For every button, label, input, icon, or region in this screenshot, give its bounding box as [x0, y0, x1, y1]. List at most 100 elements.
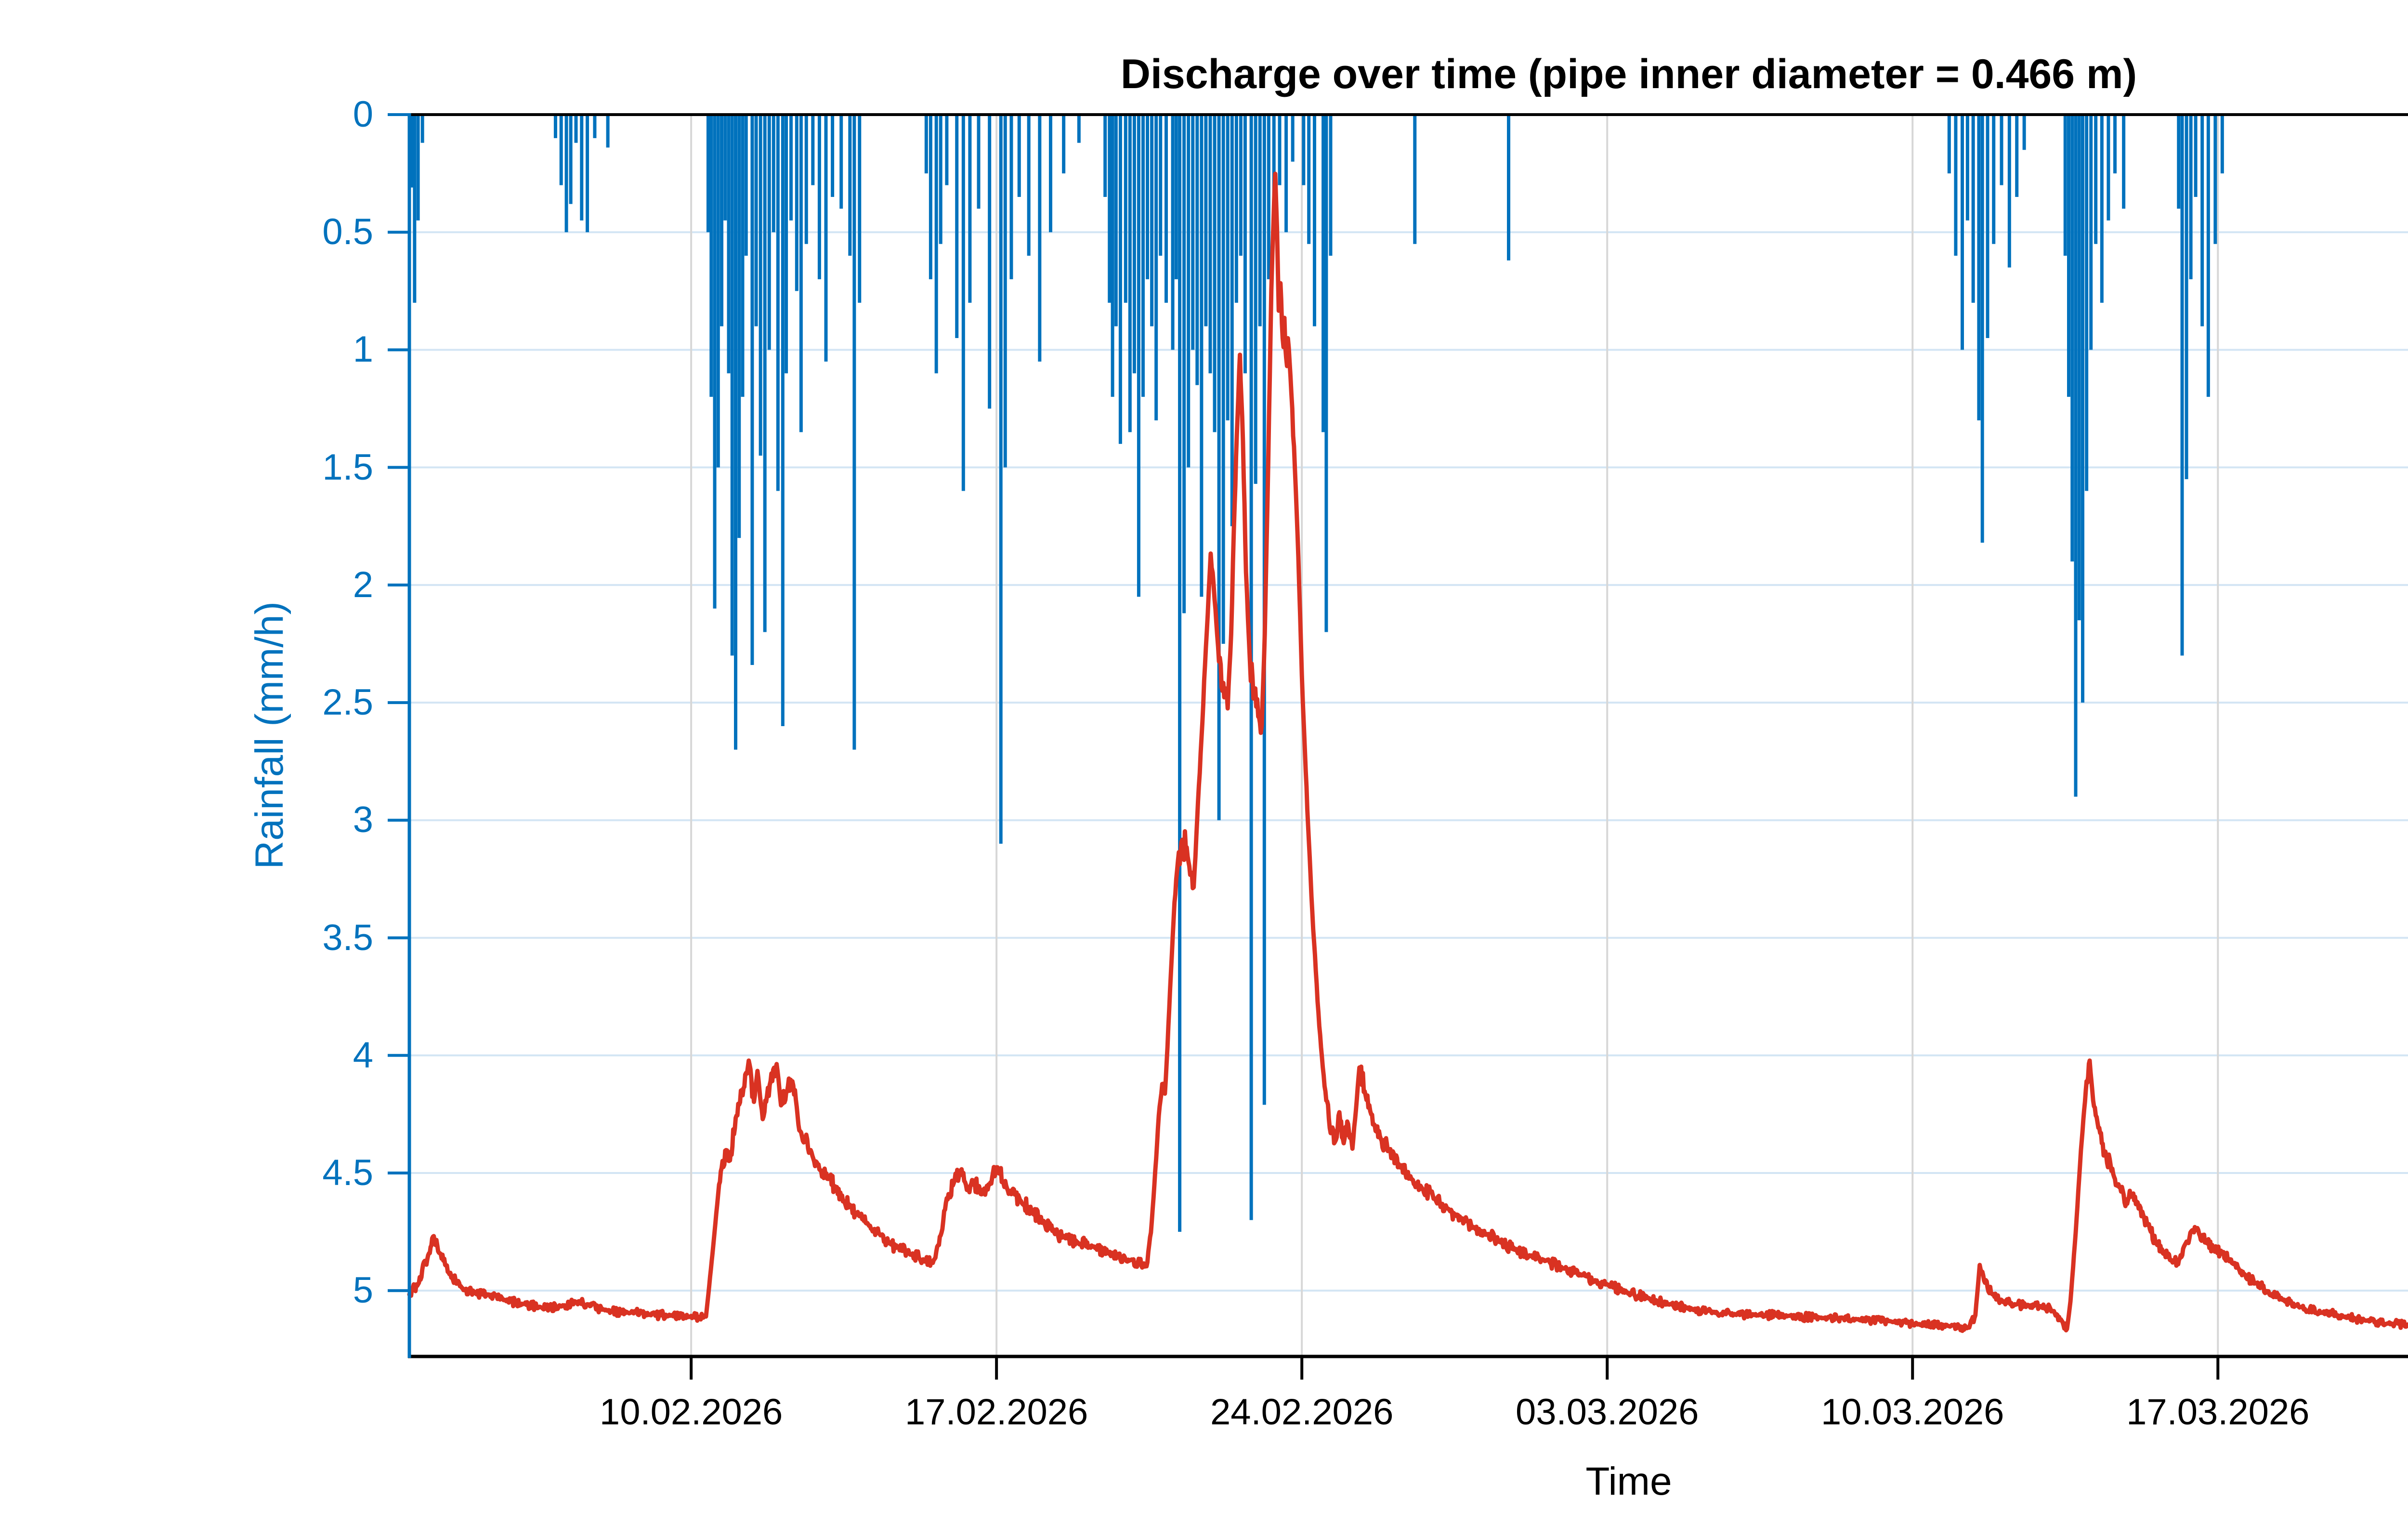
- rainfall-bar: [811, 115, 815, 185]
- left-tick-label: 2: [353, 564, 373, 605]
- rainfall-bar: [795, 115, 798, 291]
- rainfall-bar: [2200, 115, 2204, 326]
- rainfall-bar: [1103, 115, 1107, 197]
- rainfall-bar: [839, 115, 843, 209]
- left-tick-label: 3.5: [322, 917, 373, 958]
- rainfall-bar: [2007, 115, 2011, 268]
- left-tick-label: 0.5: [322, 211, 373, 253]
- rainfall-bar: [1009, 115, 1013, 279]
- rainfall-bar: [1171, 115, 1175, 350]
- rainfall-bar: [1329, 115, 1333, 256]
- rainfall-bar: [1965, 115, 1969, 221]
- rainfall-bar: [1204, 115, 1208, 326]
- rainfall-bar: [1254, 115, 1257, 484]
- rainfall-bar: [763, 115, 767, 632]
- chart-title: Discharge over time (pipe inner diameter…: [1120, 51, 2137, 97]
- rainfall-bar: [750, 115, 754, 665]
- rainfall-bar: [2089, 115, 2093, 350]
- rainfall-bar: [1048, 115, 1052, 233]
- rainfall-bar: [593, 115, 597, 138]
- rainfall-bar: [1322, 115, 1325, 432]
- rainfall-bar: [727, 115, 731, 374]
- rainfall-bar: [988, 115, 992, 409]
- rainfall-bar: [817, 115, 821, 279]
- rainfall-bar: [924, 115, 928, 174]
- rainfall-bar: [2067, 115, 2071, 397]
- rainfall-bar: [1291, 115, 1295, 162]
- rainfall-bar: [2220, 115, 2224, 174]
- rainfall-bar: [2074, 115, 2078, 797]
- rainfall-bar: [1146, 115, 1150, 279]
- rainfall-bar: [776, 115, 780, 491]
- rainfall-bar: [574, 115, 578, 143]
- rainfall-bar: [1111, 115, 1114, 397]
- x-axis-label: Time: [1585, 1460, 1672, 1503]
- rainfall-bar: [831, 115, 835, 197]
- rainfall-bar: [799, 115, 803, 432]
- left-tick-label: 4: [353, 1034, 373, 1076]
- rainfall-bar: [741, 115, 745, 397]
- rainfall-bar: [2063, 115, 2067, 256]
- rainfall-bar: [772, 115, 775, 233]
- rainfall-bar: [564, 115, 568, 233]
- rainfall-bar: [759, 115, 762, 456]
- rainfall-bar: [2015, 115, 2019, 197]
- rainfall-bar: [1272, 115, 1276, 221]
- rainfall-bar: [1954, 115, 1958, 256]
- rainfall-bar: [1187, 115, 1191, 468]
- rainfall-bar: [1302, 115, 1306, 185]
- rainfall-bar: [744, 115, 748, 256]
- rainfall-bar: [1234, 115, 1238, 303]
- rainfall-bar: [2180, 115, 2184, 656]
- rainfall-bar: [420, 115, 424, 143]
- rainfall-bar: [2177, 115, 2181, 209]
- rainfall-bar: [1324, 115, 1328, 632]
- rainfall-bar: [1154, 115, 1158, 420]
- rainfall-bar: [706, 115, 710, 233]
- rainfall-bars: [410, 115, 2224, 1232]
- rainfall-bar: [1226, 115, 1230, 420]
- rainfall-bar: [1150, 115, 1154, 326]
- rainfall-bar: [2113, 115, 2117, 174]
- rainfall-bar: [416, 115, 420, 221]
- rainfall-bar: [1507, 115, 1511, 261]
- rainfall-bar: [1977, 115, 1981, 420]
- x-tick-label: 17.02.2026: [904, 1392, 1088, 1433]
- rainfall-bar: [580, 115, 584, 221]
- rainfall-bar: [1159, 115, 1163, 256]
- rainfall-bar: [2213, 115, 2217, 244]
- rainfall-bar: [1137, 115, 1140, 597]
- rainfall-bar: [716, 115, 720, 468]
- x-tick-label: 24.02.2026: [1210, 1392, 1394, 1433]
- rainfall-bar: [1003, 115, 1007, 468]
- rainfall-bar: [2022, 115, 2026, 150]
- discharge-line: [407, 171, 2408, 1333]
- rainfall-bar: [1980, 115, 1984, 543]
- rainfall-bar: [2081, 115, 2084, 703]
- rainfall-bar: [1230, 115, 1234, 526]
- rainfall-bar: [730, 115, 734, 656]
- rainfall-bar: [1182, 115, 1186, 613]
- rainfall-bar: [848, 115, 852, 256]
- rainfall-bar: [977, 115, 981, 209]
- x-tick-label: 03.03.2026: [1516, 1392, 1699, 1433]
- rainfall-bar: [1258, 115, 1262, 326]
- rainfall-bar: [2094, 115, 2098, 244]
- x-tick-label: 10.02.2026: [599, 1392, 783, 1433]
- rainfall-bar: [804, 115, 808, 244]
- left-axis-label: Rainfall (mm/h): [248, 601, 291, 869]
- rainfall-bar: [2077, 115, 2081, 621]
- rainfall-bar: [1132, 115, 1136, 374]
- rainfall-bar: [999, 115, 1003, 844]
- rainfall-bar: [2189, 115, 2193, 279]
- rainfall-bar: [1971, 115, 1975, 303]
- left-tick-label: 5: [353, 1270, 373, 1311]
- rainfall-bar: [754, 115, 758, 326]
- rainfall-bar: [1141, 115, 1145, 397]
- rainfall-bar: [1307, 115, 1311, 244]
- rainfall-bar: [2100, 115, 2104, 303]
- rainfall-bar: [2000, 115, 2003, 185]
- rainfall-bar: [858, 115, 862, 303]
- rainfall-bar: [586, 115, 589, 233]
- rainfall-bar: [1992, 115, 1996, 244]
